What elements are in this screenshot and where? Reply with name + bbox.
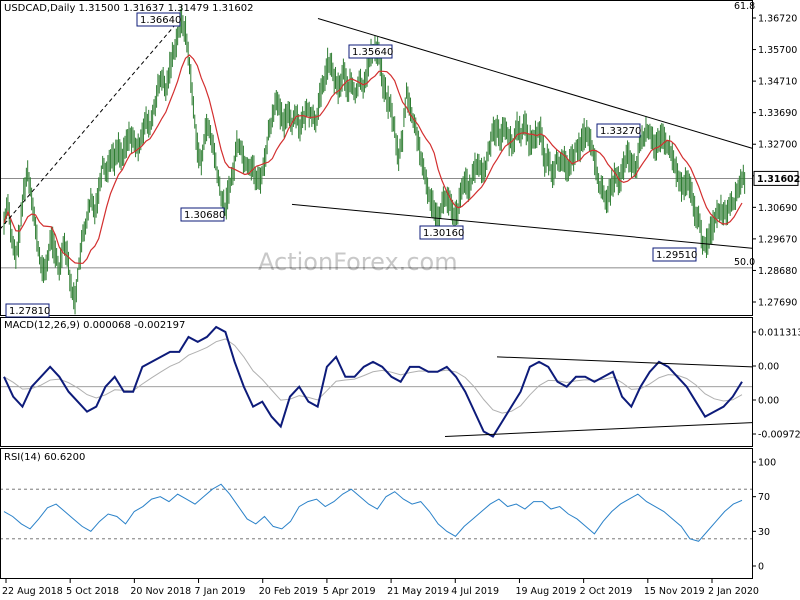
x-tick-label: 15 Nov 2019 [644,586,705,597]
macd-y-tick-label: -0.009729 [758,430,800,441]
x-tick-label: 4 Jul 2019 [451,586,499,597]
last-price-box [753,170,799,186]
x-tick-label: 21 May 2019 [387,586,449,597]
price-y-tick-label: 1.30690 [758,203,797,214]
watermark: ActionForex.com [258,248,458,276]
macd-y-tick-label: 0.00 [758,396,779,407]
fib-618-label: 61.8 [734,1,755,12]
price-y-tick-label: 1.34710 [758,77,797,88]
price-annotation-label-2: 1.33270 [600,126,641,137]
price-annotation-box-0 [136,12,181,27]
price-annotation-label-3: 1.30680 [184,210,225,221]
x-tick-label: 20 Nov 2018 [130,586,191,597]
price-y-tick-label: 1.29670 [758,234,797,245]
rsi-y-tick-label: 0 [758,562,764,573]
macd-pane-frame [0,317,753,447]
price-annotation-label-5: 1.29510 [656,250,697,261]
macd-signal-line [3,338,743,414]
rsi-pane[interactable] [0,483,752,542]
fib-500-label: 50.0 [734,257,755,268]
price-pane[interactable]: 1.36640 1.35640 1.33270 1.30680 1.30160 1.295… [0,5,753,318]
price-annotation-box-4 [419,225,464,240]
x-tick-label: 20 Feb 2019 [259,586,318,597]
rsi-y-tick-label: 70 [758,492,770,503]
price-pane-title: USDCAD,Daily 1.31500 1.31637 1.31479 1.3… [4,3,254,14]
x-tick-label: 2 Jan 2020 [708,586,759,597]
x-tick-label: 5 Apr 2019 [323,586,376,597]
x-tick-label: 2 Oct 2019 [580,586,633,597]
upper-trendline [317,17,753,149]
macd-y-tick-label: 0.011313 [758,328,800,339]
price-annotation-box-2 [596,123,641,138]
macd-pane[interactable] [0,325,753,438]
lower-trendline [291,203,753,249]
price-annotation-label-6: 1.27810 [9,306,50,317]
x-tick-label: 7 Jan 2019 [195,586,246,597]
macd-y-tick-label: 0.00 [758,362,779,373]
dashed-trendline [0,16,183,230]
macd-lower-trendline [444,422,753,438]
price-pane-frame [0,0,753,316]
price-y-tick-label: 1.32700 [758,140,797,151]
rsi-pane-title: RSI(14) 60.6200 [4,452,85,463]
price-annotation-label-4: 1.30160 [423,228,464,239]
price-y-tick-label: 1.28680 [758,266,797,277]
price-annotation-box-1 [348,44,393,59]
rsi-pane-frame [0,448,753,579]
x-tick-label: 19 Aug 2019 [515,586,576,597]
pane-frames [0,0,753,579]
price-y-tick-label: 1.36720 [758,14,797,25]
price-y-tick-label: 1.27690 [758,298,797,309]
price-annotation-box-6 [5,303,50,318]
macd-pane-title: MACD(12,26,9) 0.000068 -0.002197 [4,320,185,331]
x-tick-label: 5 Oct 2018 [66,586,119,597]
price-annotation-box-5 [652,247,697,262]
last-price-label: 1.31602 [757,174,800,185]
price-annotation-box-3 [180,207,225,222]
macd-upper-trendline [496,356,753,368]
x-tick-label: 22 Aug 2018 [2,586,63,597]
price-annotation-label-0: 1.36640 [140,15,181,26]
macd-line [3,325,743,438]
rsi-line [3,483,743,542]
rsi-y-tick-label: 30 [758,527,770,538]
price-y-tick-label: 1.33690 [758,108,797,119]
price-annotation-label-1: 1.35640 [352,47,393,58]
price-y-tick-label: 1.35700 [758,45,797,56]
moving-average-line [3,54,743,264]
rsi-y-tick-label: 100 [758,458,776,469]
